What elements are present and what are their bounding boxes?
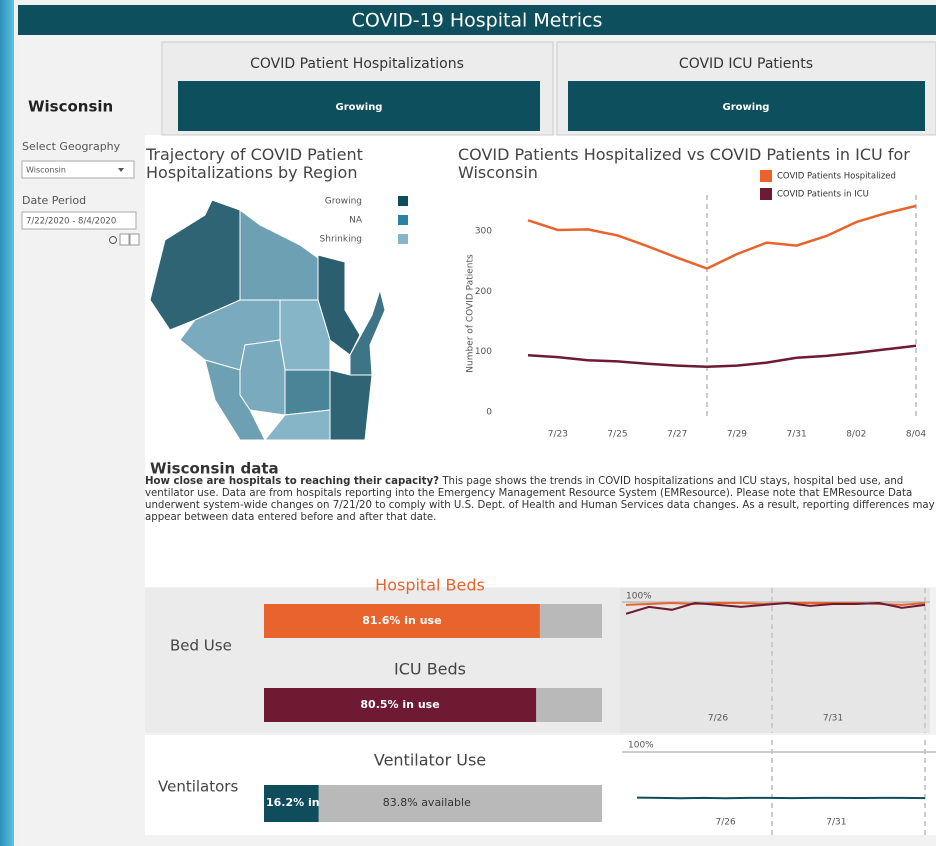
date-label: Date Period (22, 194, 86, 207)
x-tick-label: 7/31 (787, 430, 807, 440)
x-tick-label: 8/02 (846, 430, 866, 440)
prev-button[interactable] (119, 233, 130, 246)
x-tick-label: 8/04 (906, 430, 926, 440)
kpi-box (178, 81, 540, 131)
bed-spark-panel (620, 588, 930, 733)
select-label: Select Geography (22, 140, 121, 153)
y-tick-label: 0 (486, 408, 492, 418)
legend-swatch (760, 170, 772, 182)
series-line (636, 796, 926, 800)
map-region (329, 369, 373, 441)
legend-swatch (398, 234, 408, 244)
line-title: COVID Patients Hospitalized vs COVID Pat… (458, 145, 910, 182)
x-tick-label: 7/31 (826, 818, 846, 828)
legend-label: NA (349, 216, 363, 226)
legend-label: COVID Patients in ICU (777, 190, 869, 200)
bar-segment (264, 785, 319, 822)
x-tick-label: 7/26 (716, 818, 736, 828)
play-button[interactable] (109, 236, 117, 244)
legend-label: COVID Patients Hospitalized (777, 172, 896, 182)
y-tick-label: 100 (475, 347, 492, 357)
map (149, 199, 386, 441)
title-bar (18, 5, 936, 35)
y-axis-label: Number of COVID Patients (466, 254, 476, 373)
bar-title: ICU Beds (394, 660, 466, 679)
x-tick-label: 7/27 (667, 430, 687, 440)
series-line (527, 204, 917, 270)
kpi-status: Growing (336, 102, 383, 113)
kpi-title: COVID ICU Patients (679, 56, 813, 72)
bar-title: Hospital Beds (375, 576, 485, 595)
kpi-box (568, 81, 925, 131)
geography: Wisconsin (28, 98, 113, 116)
legend-swatch (760, 188, 772, 200)
date-value: 7/22/2020 - 8/4/2020 (26, 217, 116, 227)
bar-label: 80.5% in use (360, 698, 439, 711)
dropdown[interactable] (21, 160, 135, 179)
dropdown-value: Wisconsin (26, 166, 66, 175)
x-tick-label: 7/23 (548, 430, 568, 440)
kpi-status: Growing (723, 102, 770, 113)
section-title: Wisconsin data (150, 460, 279, 478)
bar-title: Ventilator Use (374, 751, 486, 770)
legend-swatch (398, 215, 408, 225)
panel-label: Bed Use (170, 637, 232, 655)
kpi-title: COVID Patient Hospitalizations (250, 56, 464, 72)
legend-swatch (398, 196, 408, 206)
x-tick-label: 7/26 (708, 714, 728, 724)
legend-label: Shrinking (320, 235, 362, 245)
map-region (263, 409, 331, 441)
legend-label: Growing (325, 197, 362, 207)
y-tick-label: 100% (628, 741, 654, 751)
y-tick-label: 100% (626, 592, 652, 602)
bar-label: 83.8% available (383, 796, 471, 809)
x-tick-label: 7/29 (727, 430, 747, 440)
page-title: COVID-19 Hospital Metrics (352, 10, 603, 32)
y-tick-label: 200 (475, 287, 492, 297)
bar-label: 81.6% in use (362, 614, 441, 627)
date-box[interactable] (21, 211, 137, 230)
map-region (204, 359, 266, 441)
x-tick-label: 7/25 (607, 430, 627, 440)
lead: How close are hospitals to reaching thei… (145, 476, 440, 487)
bar (264, 604, 540, 638)
body: This page shows the trends in COVID hosp… (145, 476, 935, 523)
next-button[interactable] (129, 233, 140, 246)
y-tick-label: 300 (475, 227, 492, 237)
x-tick-label: 7/31 (823, 714, 843, 724)
map-region (239, 339, 286, 416)
series-line (527, 344, 917, 369)
map-title: Trajectory of COVID Patient Hospitalizat… (146, 145, 363, 182)
bar (264, 688, 537, 722)
dropdown-arrow (118, 168, 124, 172)
map-region (284, 369, 331, 416)
section-text: How close are hospitals to reaching thei… (145, 476, 935, 524)
series-line (625, 601, 926, 615)
panel-label: Ventilators (158, 778, 238, 796)
bar-segment (318, 785, 602, 822)
